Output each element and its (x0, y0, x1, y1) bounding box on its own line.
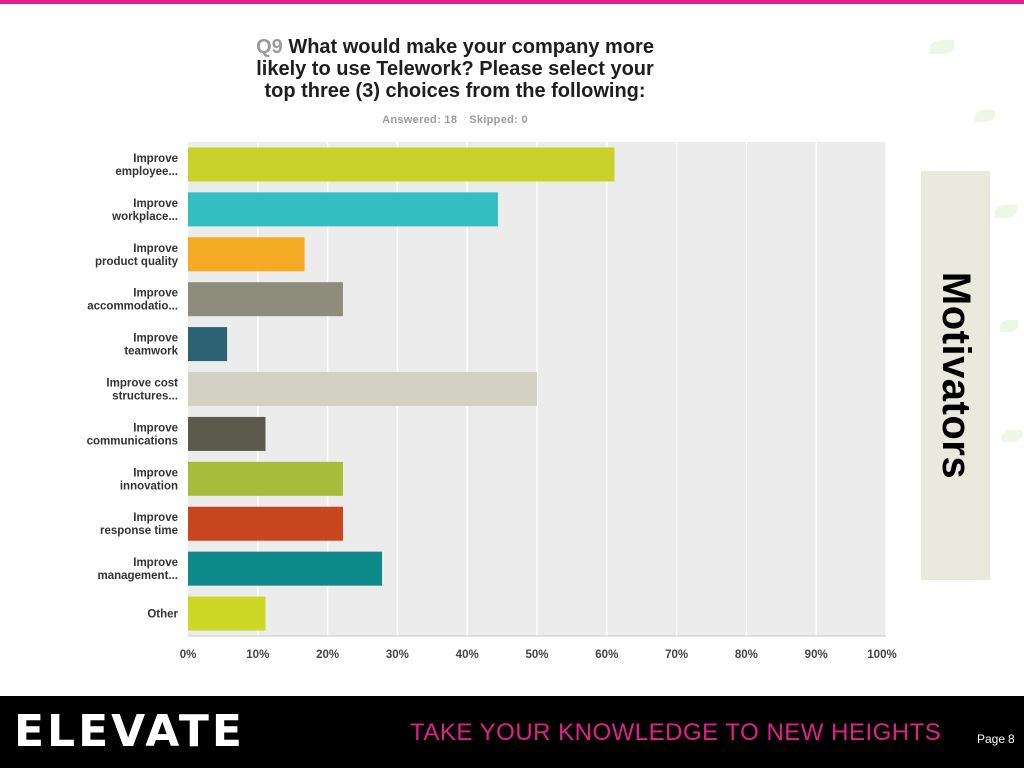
bar (188, 327, 228, 362)
bar (188, 147, 615, 182)
category-label: Improve teamwork (124, 333, 178, 358)
category-label-line: workplace... (111, 211, 178, 223)
category-label-line: Improve (133, 198, 178, 210)
category-label: Improve employee... (115, 153, 178, 178)
answered-count: Answered: 18 (382, 114, 458, 126)
category-labels: Improve employee...Improve workplace...Imp… (87, 153, 179, 621)
x-tick-label: 0% (180, 649, 197, 661)
category-label: Other (147, 609, 178, 621)
category-label-line: management... (97, 570, 178, 582)
category-label: Improve management... (97, 557, 178, 582)
category-label: Improve workplace... (111, 198, 178, 223)
bar (188, 461, 343, 496)
bar (188, 282, 343, 317)
category-label-line: Improve (133, 288, 178, 300)
chart-title: Q9 What would make your company more lik… (120, 36, 790, 102)
x-tick-label: 90% (805, 649, 828, 661)
top-accent-rule (0, 0, 1024, 4)
x-tick-label: 40% (456, 649, 479, 661)
category-label-line: structures... (112, 391, 178, 403)
x-tick-label: 70% (665, 649, 688, 661)
category-label-line: accommodatio... (87, 301, 178, 313)
response-summary: Answered: 18 Skipped: 0 (120, 114, 790, 126)
category-label: Improve response time (100, 512, 178, 537)
elevate-logo: ELEVATE (14, 706, 245, 757)
category-label-line: response time (100, 525, 178, 537)
leaf-decoration (975, 110, 995, 122)
question-number: Q9 (256, 36, 283, 58)
leaf-decoration (1002, 430, 1022, 442)
page-value: 8 (1008, 732, 1015, 746)
bar (188, 551, 383, 586)
side-label: Motivators (921, 171, 990, 580)
category-label-line: innovation (120, 480, 178, 492)
bar-chart: Improve employee...Improve workplace...Imp… (87, 142, 897, 661)
category-label-line: Other (147, 609, 178, 621)
page-label: Page (977, 732, 1006, 746)
category-label-line: Improve cost (106, 378, 178, 390)
leaf-decoration (930, 40, 954, 54)
category-label: Improve communications (87, 422, 178, 447)
tagline: TAKE YOUR KNOWLEDGE TO NEW HEIGHTS (410, 719, 942, 746)
x-tick-label: 10% (246, 649, 269, 661)
category-label: Improve cost structures... (106, 378, 178, 403)
footer-bar (0, 696, 1024, 768)
category-label-line: Improve (133, 422, 178, 434)
x-tick-label: 50% (525, 649, 548, 661)
x-tick-label: 100% (867, 649, 896, 661)
category-label-line: Improve (133, 512, 178, 524)
x-tick-label: 80% (735, 649, 758, 661)
x-tick-label: 20% (316, 649, 339, 661)
bar (188, 192, 498, 227)
category-label-line: Improve (133, 467, 178, 479)
bar (188, 416, 266, 451)
category-label-line: employee... (115, 166, 178, 178)
skipped-count: Skipped: 0 (469, 114, 528, 126)
category-label-line: Improve (133, 243, 178, 255)
leaf-decoration (1000, 320, 1018, 332)
page-number: Page 8 (974, 732, 1015, 746)
x-tick-labels: 0% 10% 20% 30% 40% 50% 60% 70% 80% 90% 100% (180, 649, 897, 661)
bar (188, 372, 537, 406)
bars (188, 147, 615, 631)
category-label-line: Improve (133, 333, 178, 345)
bar (188, 506, 343, 541)
category-label: Improve product quality (95, 243, 179, 268)
side-panel (921, 171, 990, 580)
bar (188, 596, 266, 631)
category-label-line: product quality (95, 256, 179, 268)
bar (188, 237, 305, 272)
x-tick-label: 30% (386, 649, 409, 661)
side-label-text: Motivators (934, 271, 978, 480)
category-label: Improve accommodatio... (87, 288, 178, 313)
leaf-decoration (995, 205, 1017, 218)
x-tick-label: 60% (595, 649, 618, 661)
category-label-line: communications (87, 435, 178, 447)
category-label-line: Improve (133, 557, 178, 569)
category-label: Improve innovation (120, 467, 178, 492)
question-text: What would make your company more likely… (256, 36, 654, 102)
category-label-line: teamwork (124, 346, 178, 358)
category-label-line: Improve (133, 153, 178, 165)
